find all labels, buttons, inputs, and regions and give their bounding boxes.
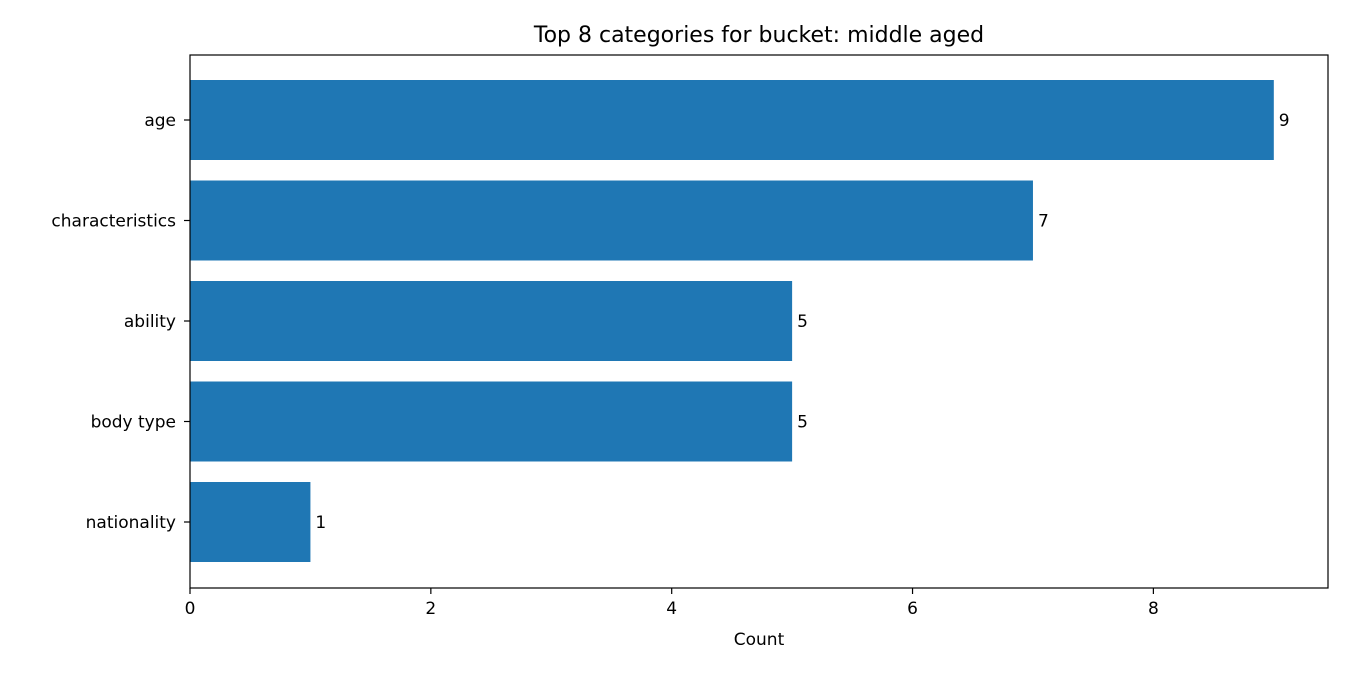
bars-group: [190, 80, 1274, 562]
data-labels-group: 9 7 5 5 1: [315, 111, 1289, 533]
x-axis-label: Count: [734, 630, 785, 650]
bar-age: [190, 80, 1274, 160]
y-tick-label-body-type: body type: [91, 413, 176, 433]
y-tick-label-characteristics: characteristics: [51, 212, 176, 232]
bar-ability: [190, 281, 793, 361]
y-tick-label-nationality: nationality: [86, 513, 176, 533]
x-tick-label-8: 8: [1148, 599, 1159, 619]
bar-characteristics: [190, 180, 1033, 261]
data-label-ability: 5: [797, 312, 808, 332]
x-tick-label-0: 0: [185, 599, 196, 619]
data-label-age: 9: [1279, 111, 1290, 131]
plot-frame: [189, 54, 1329, 589]
x-tick-label-6: 6: [907, 599, 918, 619]
bar-nationality: [190, 482, 311, 562]
x-tick-label-4: 4: [666, 599, 677, 619]
x-axis: 0 2 4 6 8: [185, 588, 1159, 619]
y-axis: age characteristics ability body type nation…: [51, 111, 190, 533]
data-label-characteristics: 7: [1038, 212, 1049, 232]
x-tick-label-2: 2: [425, 599, 436, 619]
y-tick-label-age: age: [144, 111, 176, 131]
bar-body-type: [190, 381, 793, 462]
data-label-body-type: 5: [797, 413, 808, 433]
data-label-nationality: 1: [315, 513, 326, 533]
chart-title: Top 8 categories for bucket: middle aged: [533, 23, 984, 48]
y-tick-label-ability: ability: [124, 312, 176, 332]
